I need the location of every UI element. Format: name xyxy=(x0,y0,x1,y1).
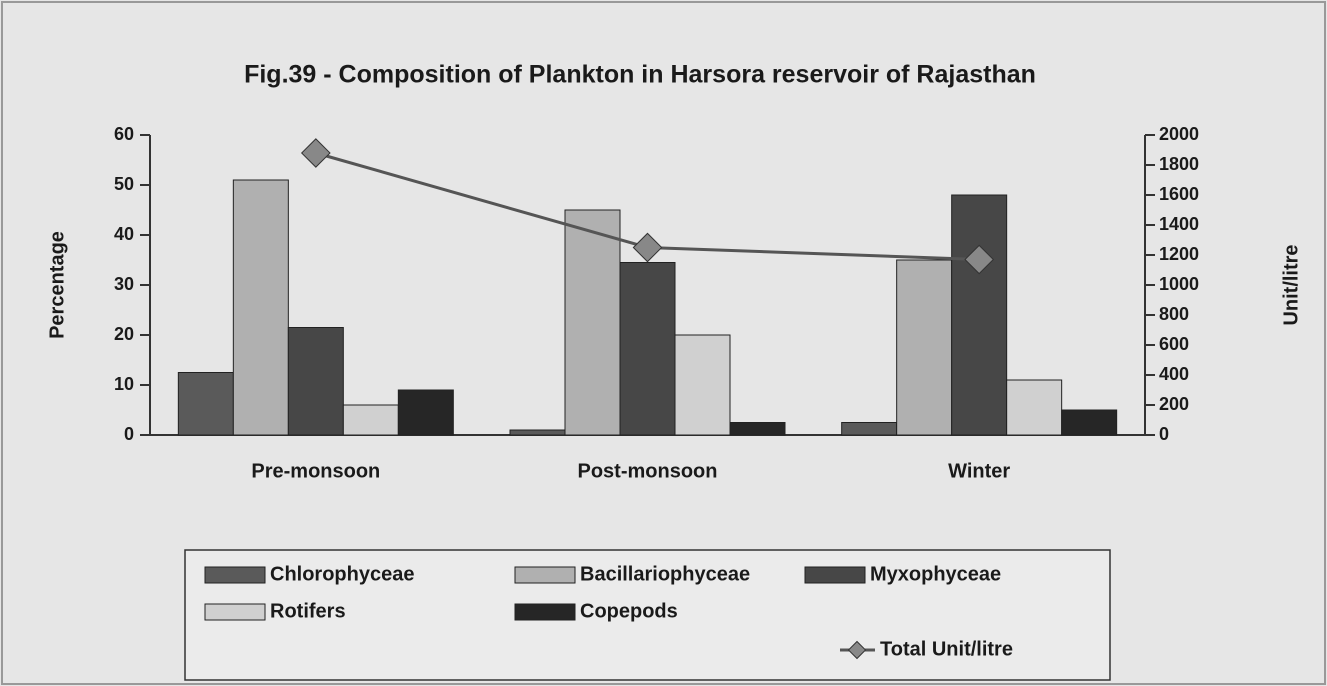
y-tick-label: 30 xyxy=(114,274,134,294)
legend-box xyxy=(184,549,1111,681)
y2-tick-label: 0 xyxy=(1159,424,1169,444)
legend-label: Chlorophyceae xyxy=(270,563,414,585)
y2-tick-label: 400 xyxy=(1159,364,1189,384)
bar xyxy=(619,262,676,436)
bar xyxy=(729,422,786,436)
legend-label: Rotifers xyxy=(270,600,346,622)
y2-tick-label: 2000 xyxy=(1159,124,1199,144)
y2-tick-label: 1200 xyxy=(1159,244,1199,264)
y-tick-label: 60 xyxy=(114,124,134,144)
line-marker xyxy=(964,244,995,275)
legend-swatch xyxy=(514,603,576,621)
y2-tick-label: 1000 xyxy=(1159,274,1199,294)
y-tick-label: 10 xyxy=(114,374,134,394)
x-tick-label: Pre-monsoon xyxy=(251,460,380,482)
legend-marker xyxy=(847,640,867,660)
legend-swatch xyxy=(804,566,866,584)
y2-tick-label: 1800 xyxy=(1159,154,1199,174)
y-tick-label: 50 xyxy=(114,174,134,194)
bar xyxy=(232,179,289,436)
legend-swatch xyxy=(204,566,266,584)
y-tick-label: 40 xyxy=(114,224,134,244)
bar xyxy=(564,209,621,436)
x-tick-label: Post-monsoon xyxy=(578,460,718,482)
line-marker xyxy=(632,232,663,263)
chart-title: Fig.39 - Composition of Plankton in Hars… xyxy=(244,61,1036,89)
bar xyxy=(841,422,898,436)
legend-swatch xyxy=(514,566,576,584)
bar xyxy=(896,259,953,436)
legend-label: Myxophyceae xyxy=(870,563,1001,585)
x-tick-label: Winter xyxy=(948,460,1010,482)
bar xyxy=(951,194,1008,436)
y2-tick-label: 600 xyxy=(1159,334,1189,354)
legend-label: Total Unit/litre xyxy=(880,638,1013,660)
bar xyxy=(397,389,454,436)
bar xyxy=(674,334,731,436)
legend-label: Copepods xyxy=(580,600,678,622)
legend-label: Bacillariophyceae xyxy=(580,563,750,585)
legend-swatch xyxy=(204,603,266,621)
line-marker xyxy=(300,138,331,168)
y2-tick-label: 1400 xyxy=(1159,214,1199,234)
y2-tick-label: 800 xyxy=(1159,304,1189,324)
y2-axis-label: Unit/litre xyxy=(1280,244,1302,325)
bar xyxy=(177,372,234,436)
y2-tick-label: 200 xyxy=(1159,394,1189,414)
bar xyxy=(509,429,566,436)
bar xyxy=(287,327,344,436)
y-tick-label: 20 xyxy=(114,324,134,344)
bar xyxy=(1006,379,1063,436)
bar xyxy=(342,404,399,436)
bar xyxy=(1061,409,1118,436)
y2-tick-label: 1600 xyxy=(1159,184,1199,204)
y-axis-label: Percentage xyxy=(46,231,68,339)
y-tick-label: 0 xyxy=(124,424,134,444)
